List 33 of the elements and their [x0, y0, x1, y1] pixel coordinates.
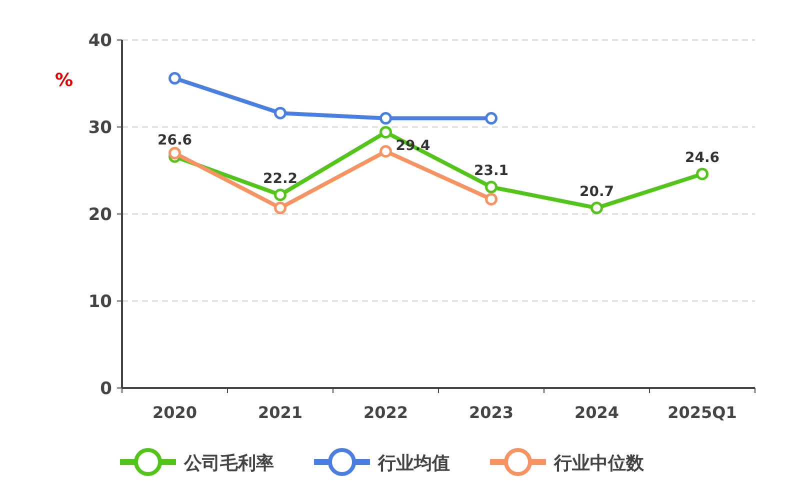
- y-axis-title: %: [54, 70, 74, 91]
- point: [696, 168, 708, 180]
- legend-label: 行业中位数: [553, 453, 645, 474]
- point: [380, 145, 392, 158]
- y-tick-label: 40: [88, 31, 112, 51]
- y-tick-label: 0: [100, 379, 112, 399]
- data-label: 26.6: [157, 132, 192, 149]
- data-label: 22.2: [262, 170, 298, 187]
- x-tick-label: 2020: [152, 403, 198, 422]
- data-label: 23.1: [474, 163, 509, 180]
- x-tick-label: 2025Q1: [668, 403, 737, 422]
- point: [274, 202, 286, 214]
- data-label: 24.6: [684, 150, 720, 166]
- point: [380, 126, 392, 138]
- point: [485, 112, 498, 125]
- point: [274, 106, 286, 120]
- point: [168, 146, 181, 160]
- legend-label: 行业均值: [377, 453, 450, 474]
- y-tick-label: 30: [88, 118, 112, 138]
- y-tick-label: 20: [88, 205, 112, 225]
- point: [168, 72, 181, 85]
- point: [485, 180, 498, 194]
- y-tick-label: 10: [88, 292, 112, 312]
- x-tick-label: 2022: [363, 403, 408, 422]
- x-tick-label: 2024: [574, 403, 620, 422]
- legend-label: 公司毛利率: [183, 453, 274, 474]
- point: [485, 192, 498, 206]
- x-tick-label: 2023: [468, 403, 514, 422]
- point: [274, 188, 286, 202]
- x-tick-label: 2021: [258, 403, 303, 422]
- data-label: 20.7: [579, 184, 614, 200]
- point: [590, 202, 603, 214]
- point: [380, 112, 392, 125]
